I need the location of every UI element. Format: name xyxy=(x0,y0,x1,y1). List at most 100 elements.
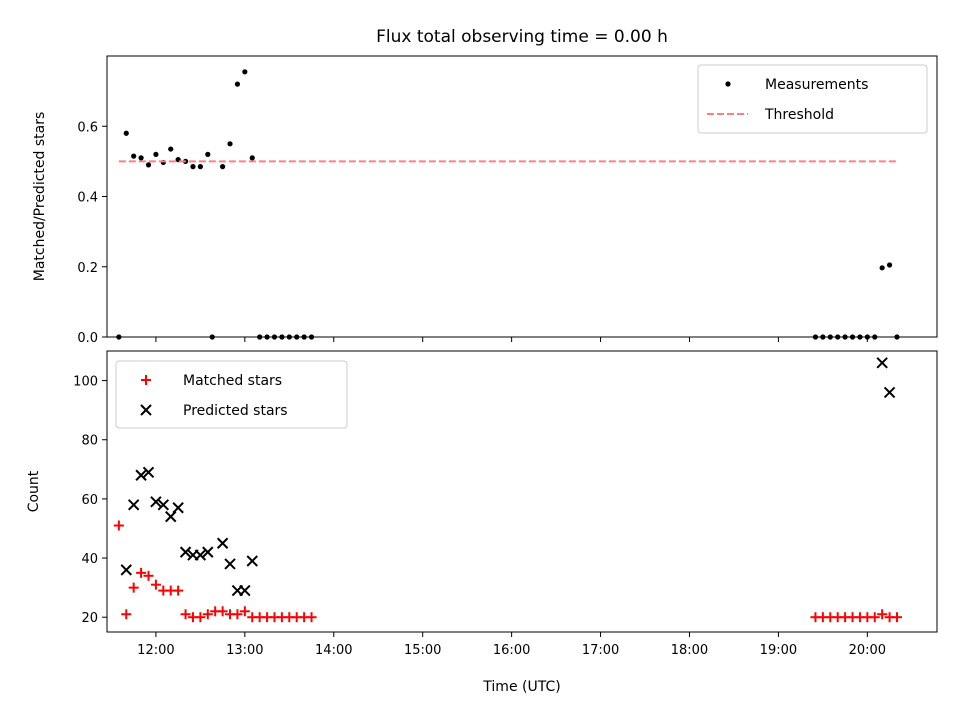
measurement-point xyxy=(209,334,215,340)
measurement-point xyxy=(894,334,900,340)
predicted-point xyxy=(150,496,162,508)
predicted-point xyxy=(179,546,192,558)
x-stroke-2 xyxy=(172,502,184,514)
x-stroke-2 xyxy=(157,499,170,511)
measurement-point xyxy=(279,334,285,340)
measurement-point xyxy=(168,146,174,152)
x-tick-label: 20:00 xyxy=(849,643,886,658)
plot-area xyxy=(116,69,900,340)
predicted-point xyxy=(120,564,132,576)
y-tick-label: 0.6 xyxy=(77,120,98,135)
matched-point xyxy=(150,579,161,590)
matched-point xyxy=(202,609,213,620)
measurement-point xyxy=(301,334,307,340)
legend-matched-marker xyxy=(141,375,151,385)
measurement-point xyxy=(857,334,863,340)
x-stroke-2 xyxy=(142,466,155,478)
x-tick-label: 13:00 xyxy=(226,643,263,658)
legend-predicted-marker xyxy=(140,404,152,416)
measurement-point xyxy=(197,164,203,170)
measurement-point xyxy=(286,334,292,340)
measurement-point xyxy=(227,141,233,147)
measurement-point xyxy=(190,164,196,170)
measurement-point xyxy=(257,334,263,340)
matched-point xyxy=(121,609,132,620)
x-stroke-2 xyxy=(127,499,140,511)
x-stroke-2 xyxy=(239,584,251,597)
plot-area xyxy=(113,357,902,623)
x-tick-label: 12:00 xyxy=(137,643,174,658)
x-stroke-2 xyxy=(883,386,896,399)
measurement-point xyxy=(827,334,833,340)
matched-point xyxy=(232,609,243,620)
x-stroke-2 xyxy=(202,546,214,558)
measurement-point xyxy=(842,334,848,340)
y-axis-label: Matched/Predicted stars xyxy=(32,112,48,282)
x-tick-label: 19:00 xyxy=(760,643,797,658)
y-tick-label: 0.2 xyxy=(77,261,98,276)
bottom-panel: 20 40 60 80 100 12:00 13:00 14:00 15:00 16:00 17:0… xyxy=(26,350,938,695)
matched-point xyxy=(239,606,250,617)
matched-point xyxy=(143,570,154,581)
measurement-point xyxy=(879,265,885,271)
x-tick-label: 16:00 xyxy=(493,643,530,658)
y-tick-label: 0.0 xyxy=(77,331,98,346)
legend-measurements-label: Measurements xyxy=(765,77,868,93)
x-stroke-2 xyxy=(120,564,132,576)
x-tick-label: 15:00 xyxy=(404,643,441,658)
y-tick-label: 100 xyxy=(73,375,98,390)
measurement-point xyxy=(872,334,878,340)
matched-point xyxy=(877,609,888,620)
predicted-point xyxy=(239,584,251,597)
measurement-point xyxy=(249,155,255,161)
x-stroke-2 xyxy=(135,469,147,481)
matched-point xyxy=(180,609,191,620)
matched-point xyxy=(217,606,228,617)
predicted-point xyxy=(202,546,214,558)
measurement-point xyxy=(864,334,870,340)
predicted-point xyxy=(127,499,140,511)
measurement-point xyxy=(116,334,122,340)
measurement-point xyxy=(205,151,211,157)
measurement-point xyxy=(153,151,159,157)
matched-point xyxy=(173,585,184,596)
measurement-point xyxy=(812,334,819,340)
predicted-point xyxy=(165,510,177,523)
measurement-point xyxy=(123,130,129,136)
x-stroke-2 xyxy=(165,510,177,523)
predicted-point xyxy=(224,558,236,570)
x-stroke-2 xyxy=(876,357,888,369)
measurement-point xyxy=(271,334,278,340)
y-tick-label: 20 xyxy=(81,611,98,626)
measurement-point xyxy=(820,334,826,340)
matched-point xyxy=(113,520,124,531)
measurement-point xyxy=(220,164,226,170)
x-stroke-2 xyxy=(150,496,162,508)
predicted-point xyxy=(194,549,207,561)
measurement-point xyxy=(849,334,856,340)
predicted-point xyxy=(157,499,170,511)
measurement-point xyxy=(264,334,270,340)
legend: Matched stars Predicted stars xyxy=(115,360,348,429)
measurement-point xyxy=(242,69,248,75)
top-panel: 0.0 0.2 0.4 0.6 Matched/Predicted stars Measu… xyxy=(32,55,938,346)
x-axis-label: Time (UTC) xyxy=(482,679,560,695)
predicted-point xyxy=(135,469,147,481)
x-stroke-2 xyxy=(179,546,192,558)
matched-point xyxy=(306,612,317,623)
predicted-point xyxy=(216,537,229,549)
predicted-point xyxy=(246,555,258,567)
measurement-point xyxy=(234,81,241,87)
x-tick-label: 18:00 xyxy=(671,643,708,658)
legend: Measurements Threshold xyxy=(697,64,928,134)
matched-point xyxy=(891,612,902,623)
measurement-point xyxy=(308,334,315,340)
measurement-point xyxy=(145,162,152,168)
legend-measurement-marker xyxy=(725,81,731,87)
x-stroke-2 xyxy=(224,558,236,570)
matched-point xyxy=(869,612,880,623)
predicted-point xyxy=(876,357,888,369)
y-axis-label: Count xyxy=(26,470,42,512)
y-tick-label: 80 xyxy=(81,434,98,449)
